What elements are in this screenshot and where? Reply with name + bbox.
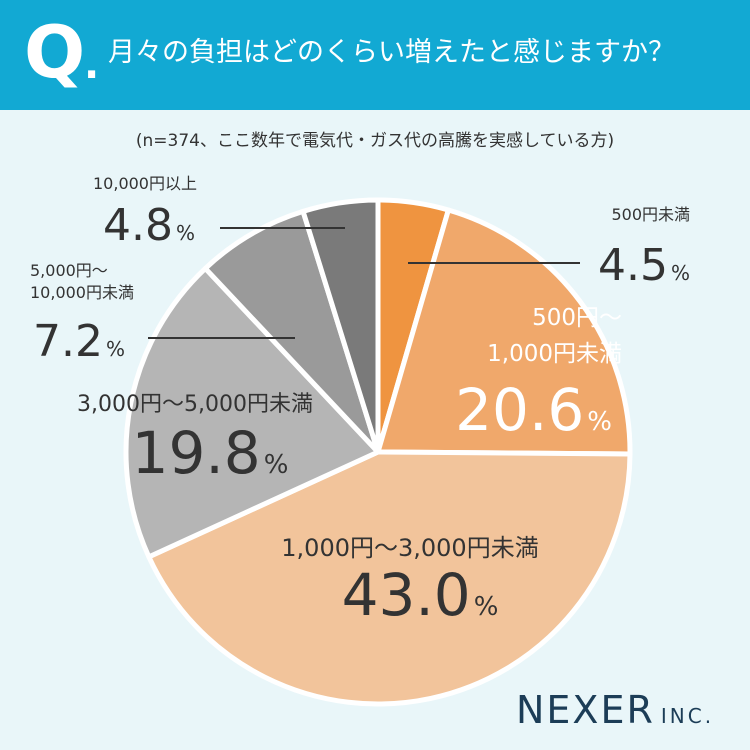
question-header: Q . 月々の負担はどのくらい増えたと感じますか？ <box>0 0 750 110</box>
slice-value-label-3: 43.0% <box>342 561 499 629</box>
slice-category-label-6: 10,000円以上 <box>93 174 197 193</box>
pie-slice-2 <box>375 207 633 457</box>
slice-category-label-1: 500円未満 <box>611 205 690 224</box>
slice-category-label-2: 500円～ 1,000円未満 <box>487 305 622 367</box>
pie-slices <box>123 197 633 707</box>
pie-slice-3 <box>146 449 633 707</box>
slice-value-label-5: 7.2% <box>33 316 125 367</box>
slice-category-label-4: 3,000円～5,000円未満 <box>77 392 313 417</box>
slice-value-label-2: 20.6% <box>455 376 612 444</box>
pie-slice-4 <box>123 265 381 560</box>
slice-value-label-4: 19.8% <box>132 419 289 487</box>
q-dot: . <box>84 42 100 88</box>
slice-category-label-5: 5,000円～ 10,000円未満 <box>30 261 134 302</box>
logo-main: NEXER <box>516 688 655 732</box>
logo-sub: INC. <box>660 704 715 728</box>
nexer-logo: NEXER INC. <box>516 688 714 738</box>
q-mark: Q <box>24 10 86 94</box>
slice-value-label-6: 4.8% <box>103 200 195 251</box>
question-text: 月々の負担はどのくらい増えたと感じますか？ <box>108 37 675 68</box>
slice-category-label-3: 1,000円～3,000円未満 <box>281 534 538 562</box>
sample-note: (n=374、ここ数年で電気代・ガス代の高騰を実感している方) <box>135 131 615 151</box>
slice-labels: 500円未満 4.5 % 500円～ 1,000円未満 20.6 % 1,000円～3,000… <box>30 174 690 629</box>
slice-value-label-1: 4.5% <box>598 240 690 291</box>
leader-lines <box>148 227 580 339</box>
pie-slice-6 <box>300 197 381 455</box>
